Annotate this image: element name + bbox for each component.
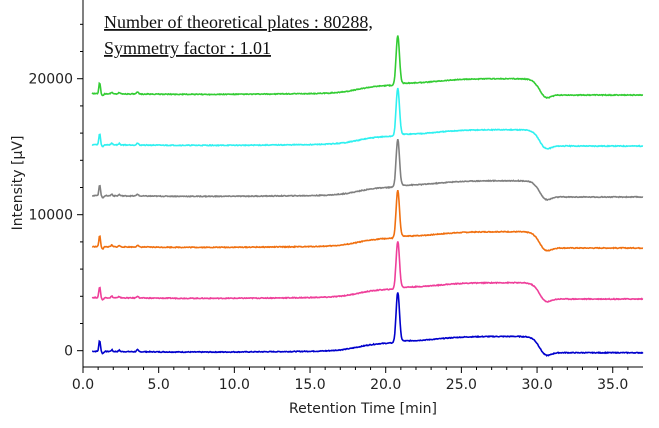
series-line-4 [91,138,644,202]
series-line-5 [91,87,644,150]
series-line-6 [91,35,644,100]
x-tick-label: 10.0 [219,377,250,393]
x-tick-label: 0.0 [72,377,94,393]
y-tick-label: 20000 [28,72,73,88]
y-tick-label: 10000 [28,208,73,224]
y-axis-ticks: 0 10000 20000 [28,23,83,360]
x-axis-ticks: 0.0 5.0 10.0 15.0 20.0 25.0 30.0 35.0 [72,367,629,393]
x-tick-label: 30.0 [521,377,552,393]
x-tick-label: 25.0 [446,377,477,393]
series-traces [91,35,644,357]
series-line-2 [91,241,644,303]
series-line-3 [91,190,644,252]
y-tick-label: 0 [64,344,73,360]
annotation-symmetry-factor: Symmetry factor : 1.01 [104,38,271,58]
y-axis-title: Intensity [µV] [10,136,26,231]
series-line-1 [92,292,644,357]
annotation-theoretical-plates: Number of theoretical plates : 80288, [104,12,373,32]
x-tick-label: 5.0 [148,377,170,393]
x-tick-label: 35.0 [597,377,628,393]
x-axis-title: Retention Time [min] [289,401,437,417]
x-tick-label: 15.0 [294,377,325,393]
x-tick-label: 20.0 [370,377,401,393]
